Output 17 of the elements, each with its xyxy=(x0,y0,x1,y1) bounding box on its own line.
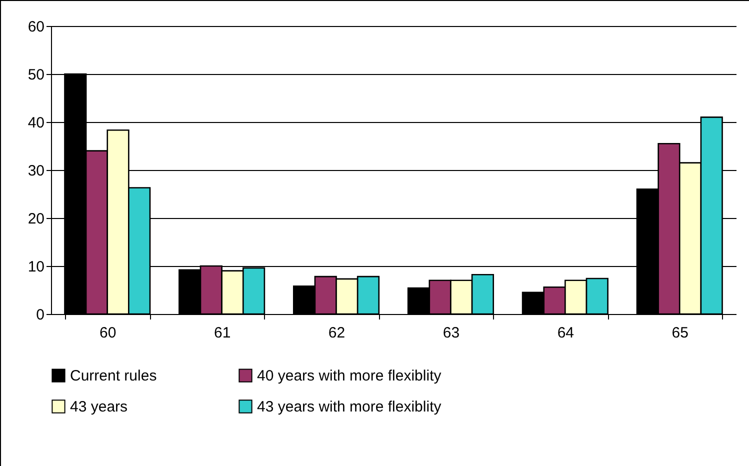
y-tick-label: 10 xyxy=(28,258,44,276)
x-tick-label: 60 xyxy=(100,324,116,342)
y-tick-label: 40 xyxy=(28,114,44,132)
x-tick-label: 63 xyxy=(442,324,460,342)
legend-label: Current rules xyxy=(70,368,157,385)
legend-label: 43 years with more flexiblity xyxy=(257,398,442,416)
y-tick-label: 50 xyxy=(28,66,44,84)
y-tick-label: 60 xyxy=(28,18,44,36)
y-tick-label: 20 xyxy=(28,210,44,228)
y-tick-label: 30 xyxy=(28,162,44,180)
legend-label: 43 years xyxy=(70,398,128,416)
x-tick-label: 64 xyxy=(557,324,574,342)
x-tick-label: 65 xyxy=(672,324,688,342)
y-tick-label: 0 xyxy=(36,306,44,324)
x-tick-label: 62 xyxy=(328,324,346,342)
x-tick-label: 61 xyxy=(214,324,231,342)
legend-label: 40 years with more flexiblity xyxy=(257,368,442,385)
